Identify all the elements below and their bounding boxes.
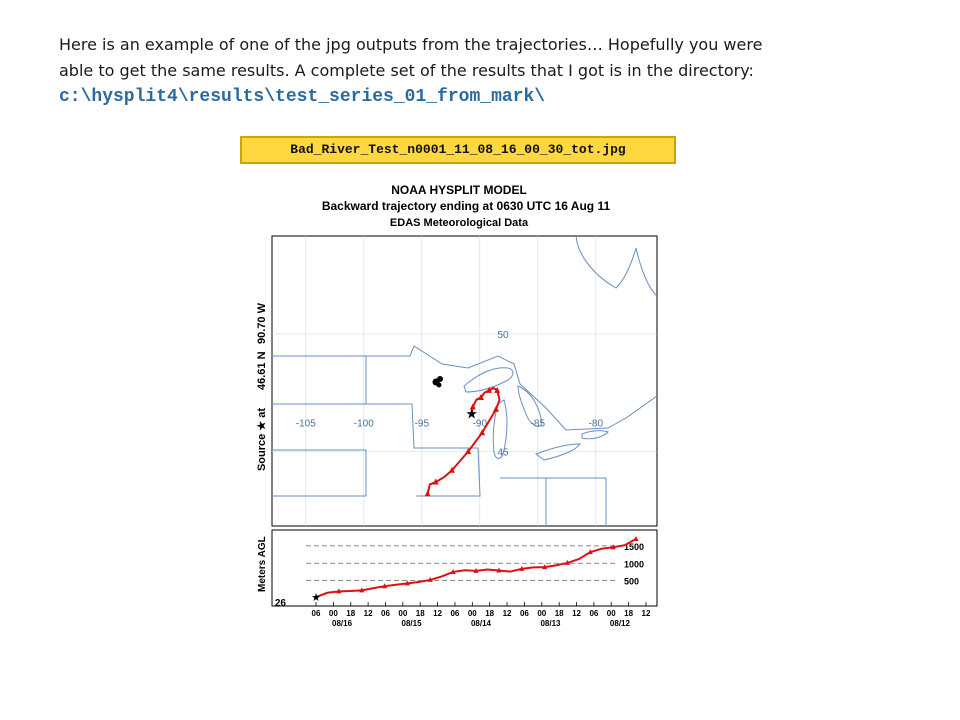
state-line-d: [500, 477, 547, 526]
trajectory-marker: [477, 393, 484, 400]
trajectory-map-path: [424, 386, 501, 497]
date-axis-labels: 08/16 08/15 08/14 08/13 08/12: [332, 619, 630, 628]
height-profile-marker: [336, 588, 342, 594]
height-profile-marker: [519, 565, 525, 571]
trajectory-marker: [493, 405, 500, 412]
time-tick-label: 00: [537, 609, 546, 618]
chart-subtitle: Backward trajectory ending at 0630 UTC 1…: [322, 199, 611, 213]
source-lon: 90.70 W: [256, 302, 268, 344]
start-height-label: 26: [275, 598, 287, 609]
height-profile-marker: [633, 535, 639, 541]
longitude-label: -85: [531, 418, 546, 429]
height-profile-marker: [496, 567, 502, 573]
source-label-group: Source ★ at 46.61 N 90.70 W: [256, 302, 268, 471]
trajectory-marker: [448, 466, 455, 473]
date-label: 08/16: [332, 619, 353, 628]
source-star-icon: ★: [465, 406, 478, 422]
height-tick-label: 500: [624, 577, 639, 587]
height-profile-marker: [450, 568, 456, 574]
source-label: Source ★ at: [256, 408, 268, 471]
chart-subtitle-2: EDAS Meteorological Data: [390, 217, 529, 229]
time-tick-label: 06: [381, 609, 390, 618]
height-start-star-icon: ★: [311, 592, 321, 604]
longitude-label: -80: [589, 418, 604, 429]
height-profile-marker: [541, 564, 548, 570]
lake-erie: [534, 443, 581, 461]
hysplit-figure: NOAA HYSPLIT MODEL Backward trajectory e…: [246, 178, 666, 638]
time-tick-label: 12: [503, 609, 512, 618]
height-panel: [271, 529, 658, 607]
time-tick-label: 18: [624, 609, 633, 618]
source-lat: 46.61 N: [256, 351, 268, 390]
map-panel: [271, 235, 658, 527]
trajectory-marker: [432, 478, 439, 485]
height-profile-marker: [427, 576, 433, 582]
date-label: 08/12: [610, 619, 631, 628]
map-geography: [272, 235, 658, 526]
time-tick-label: 00: [607, 609, 616, 618]
date-label: 08/15: [402, 619, 423, 628]
trajectory-marker: [494, 386, 501, 393]
intro-line-2: able to get the same results. A complete…: [59, 61, 754, 80]
chart-title: NOAA HYSPLIT MODEL: [391, 183, 527, 197]
trajectory-marker: [424, 490, 431, 497]
time-axis-ticks: 06 00 18 12 06 00 18 12 06 00 18 12 06 00 18 12 06 00 18 12: [312, 602, 651, 618]
intro-line-1: Here is an example of one of the jpg out…: [59, 35, 763, 54]
longitude-label: -105: [296, 418, 316, 429]
state-line-c: [546, 477, 607, 526]
height-tick-labels: 1500 1000 500: [624, 542, 644, 587]
state-line-a: [272, 403, 481, 497]
time-tick-label: 00: [329, 609, 338, 618]
latitude-label: 45: [497, 448, 509, 459]
time-tick-label: 06: [312, 609, 321, 618]
time-tick-label: 12: [642, 609, 651, 618]
time-tick-label: 12: [433, 609, 442, 618]
height-profile-marker: [404, 580, 411, 586]
longitude-label: -90: [473, 418, 488, 429]
height-profile-marker: [610, 544, 616, 550]
trajectory-marker: [469, 403, 476, 410]
trajectory-marker: [465, 448, 472, 454]
trajectory-height-profile: ★: [311, 535, 639, 604]
lake-michigan: [492, 399, 508, 459]
time-tick-label: 06: [450, 609, 459, 618]
lake-huron: [517, 385, 543, 427]
time-tick-label: 00: [468, 609, 477, 618]
time-tick-label: 18: [416, 609, 425, 618]
state-line-b: [272, 449, 367, 497]
us-canada-border: [272, 345, 658, 431]
height-tick-label: 1500: [624, 542, 644, 552]
latitude-label: 50: [497, 330, 509, 341]
file-name-label: Bad_River_Test_n0001_11_08_16_00_30_tot.…: [240, 136, 676, 164]
time-tick-label: 18: [346, 609, 355, 618]
height-profile-marker: [473, 567, 479, 573]
longitude-label: -95: [415, 418, 430, 429]
time-tick-label: 06: [520, 609, 529, 618]
time-tick-label: 18: [485, 609, 494, 618]
hysplit-chart: NOAA HYSPLIT MODEL Backward trajectory e…: [256, 183, 658, 628]
date-label: 08/13: [540, 619, 561, 628]
lake-ontario: [581, 430, 609, 440]
lake-superior: [463, 367, 514, 393]
date-label: 08/14: [471, 619, 492, 628]
height-profile-marker: [587, 549, 593, 555]
time-tick-label: 12: [572, 609, 581, 618]
time-tick-label: 12: [364, 609, 373, 618]
time-tick-label: 18: [555, 609, 564, 618]
height-profile-marker: [381, 583, 388, 589]
hudson-bay: [575, 235, 658, 297]
height-profile-marker: [359, 587, 365, 593]
results-directory-path: c:\hysplit4\results\test_series_01_from_…: [59, 87, 546, 107]
height-axis-label: Meters AGL: [257, 536, 268, 592]
time-tick-label: 00: [398, 609, 407, 618]
intro-text: Here is an example of one of the jpg out…: [59, 32, 939, 108]
time-tick-label: 06: [589, 609, 598, 618]
trajectory-marker: [479, 429, 486, 436]
longitude-label: -100: [354, 418, 374, 429]
height-profile-marker: [564, 559, 571, 565]
map-blotch: [432, 376, 443, 388]
height-tick-label: 1000: [624, 559, 644, 569]
trajectory-marker: [486, 386, 493, 393]
